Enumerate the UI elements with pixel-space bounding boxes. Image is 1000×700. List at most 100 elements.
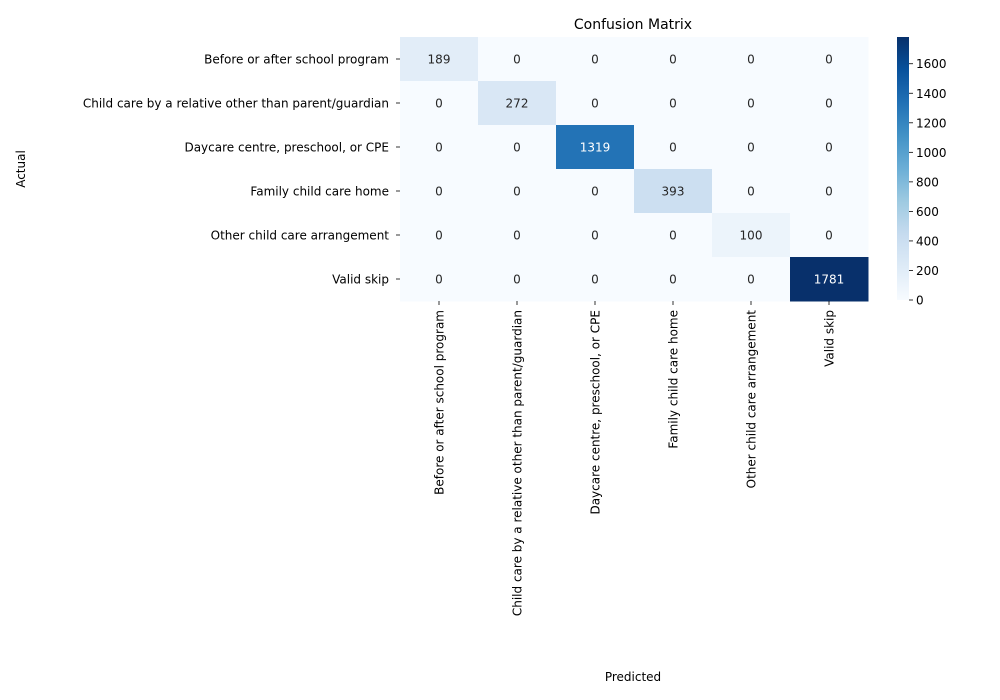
cell-value-label: 0 — [435, 273, 443, 287]
heatmap-cell — [556, 125, 635, 170]
heatmap-cell — [712, 169, 791, 214]
heatmap-cell — [634, 37, 713, 82]
heatmap-cell — [634, 125, 713, 170]
x-tick-label: Other child care arrangement — [745, 310, 759, 489]
colorbar-tick-label: 800 — [916, 175, 939, 189]
cell-value-label: 0 — [825, 229, 833, 243]
y-tick-label: Family child care home — [250, 185, 389, 199]
heatmap-cell — [712, 213, 791, 258]
x-axis-label: Predicted — [605, 670, 661, 684]
heatmap-cell — [400, 213, 479, 258]
cell-value-label: 0 — [513, 185, 521, 199]
heatmap-cell — [478, 213, 557, 258]
heatmap-cell — [790, 169, 869, 214]
x-tick-label: Child care by a relative other than pare… — [511, 310, 525, 616]
heatmap-cell — [790, 213, 869, 258]
cell-value-label: 0 — [435, 185, 443, 199]
colorbar-tick-label: 1000 — [916, 146, 947, 160]
cell-value-label: 0 — [513, 53, 521, 67]
x-axis-ticks: Before or after school program Child care… — [433, 301, 837, 616]
cell-value-label: 0 — [669, 141, 677, 155]
cell-value-label: 0 — [669, 97, 677, 111]
cell-value-label: 0 — [825, 53, 833, 67]
cell-value-label: 0 — [591, 229, 599, 243]
heatmap-cell — [790, 81, 869, 126]
x-tick-label: Valid skip — [823, 310, 837, 367]
cell-value-label: 0 — [747, 53, 755, 67]
colorbar-tick-label: 1600 — [916, 57, 947, 71]
cell-value-label: 100 — [740, 229, 763, 243]
heatmap-cell — [400, 125, 479, 170]
cell-value-label: 0 — [747, 97, 755, 111]
y-tick-label: Other child care arrangement — [211, 229, 390, 243]
heatmap-cell — [478, 37, 557, 82]
cell-value-label: 0 — [591, 185, 599, 199]
colorbar-tick-label: 400 — [916, 234, 939, 248]
heatmap-cell — [712, 125, 791, 170]
colorbar — [897, 37, 909, 300]
cell-value-label: 0 — [435, 141, 443, 155]
cell-value-label: 0 — [825, 185, 833, 199]
x-tick-label: Daycare centre, preschool, or CPE — [589, 310, 603, 515]
x-tick-label: Family child care home — [667, 310, 681, 449]
cell-value-label: 189 — [428, 53, 451, 67]
cell-value-label: 0 — [513, 141, 521, 155]
cell-value-labels: 189 0 0 0 0 0 0 272 0 0 0 0 0 0 1319 0 0 0 0 0 0 393 0 0 0 0 0 0 100… — [428, 53, 845, 287]
cell-value-label: 0 — [669, 53, 677, 67]
cell-value-label: 0 — [591, 53, 599, 67]
heatmap-cell — [478, 169, 557, 214]
cell-value-label: 0 — [435, 97, 443, 111]
x-tick-label: Before or after school program — [433, 310, 447, 495]
heatmap-cell — [400, 81, 479, 126]
colorbar-tick-label: 0 — [916, 294, 924, 308]
heatmap-cell — [478, 81, 557, 126]
cell-value-label: 0 — [591, 273, 599, 287]
y-axis-label: Actual — [14, 150, 28, 188]
colorbar-tick-label: 200 — [916, 264, 939, 278]
cell-value-label: 0 — [435, 229, 443, 243]
cell-value-label: 0 — [591, 97, 599, 111]
heatmap-cell — [556, 169, 635, 214]
chart-title: Confusion Matrix — [574, 17, 692, 33]
heatmap-cell — [790, 257, 869, 302]
heatmap-cells — [400, 37, 869, 302]
heatmap-cell — [478, 257, 557, 302]
cell-value-label: 0 — [825, 141, 833, 155]
colorbar-ticks: 0 200 400 600 800 1000 1200 1400 1600 — [909, 57, 947, 308]
heatmap-cell — [712, 37, 791, 82]
colorbar-tick-label: 1400 — [916, 87, 947, 101]
heatmap-cell — [556, 81, 635, 126]
heatmap-cell — [790, 125, 869, 170]
cell-value-label: 1781 — [814, 273, 845, 287]
heatmap-cell — [634, 169, 713, 214]
cell-value-label: 0 — [669, 229, 677, 243]
heatmap-cell — [712, 81, 791, 126]
heatmap-cell — [556, 37, 635, 82]
cell-value-label: 1319 — [580, 141, 611, 155]
heatmap-cell — [556, 213, 635, 258]
cell-value-label: 0 — [513, 273, 521, 287]
heatmap-cell — [400, 169, 479, 214]
cell-value-label: 0 — [669, 273, 677, 287]
y-axis-ticks: Before or after school program Child care… — [83, 53, 400, 287]
y-tick-label: Before or after school program — [204, 53, 389, 67]
heatmap-cell — [634, 257, 713, 302]
cell-value-label: 0 — [747, 185, 755, 199]
cell-value-label: 0 — [513, 229, 521, 243]
heatmap-cell — [556, 257, 635, 302]
y-tick-label: Child care by a relative other than pare… — [83, 97, 389, 111]
heatmap-cell — [790, 37, 869, 82]
cell-value-label: 272 — [506, 97, 529, 111]
cell-value-label: 393 — [662, 185, 685, 199]
cell-value-label: 0 — [747, 273, 755, 287]
heatmap-cell — [400, 37, 479, 82]
cell-value-label: 0 — [747, 141, 755, 155]
cell-value-label: 0 — [825, 97, 833, 111]
heatmap-cell — [712, 257, 791, 302]
colorbar-tick-label: 1200 — [916, 116, 947, 130]
heatmap-cell — [478, 125, 557, 170]
y-tick-label: Daycare centre, preschool, or CPE — [184, 141, 389, 155]
heatmap-cell — [634, 81, 713, 126]
colorbar-tick-label: 600 — [916, 205, 939, 219]
